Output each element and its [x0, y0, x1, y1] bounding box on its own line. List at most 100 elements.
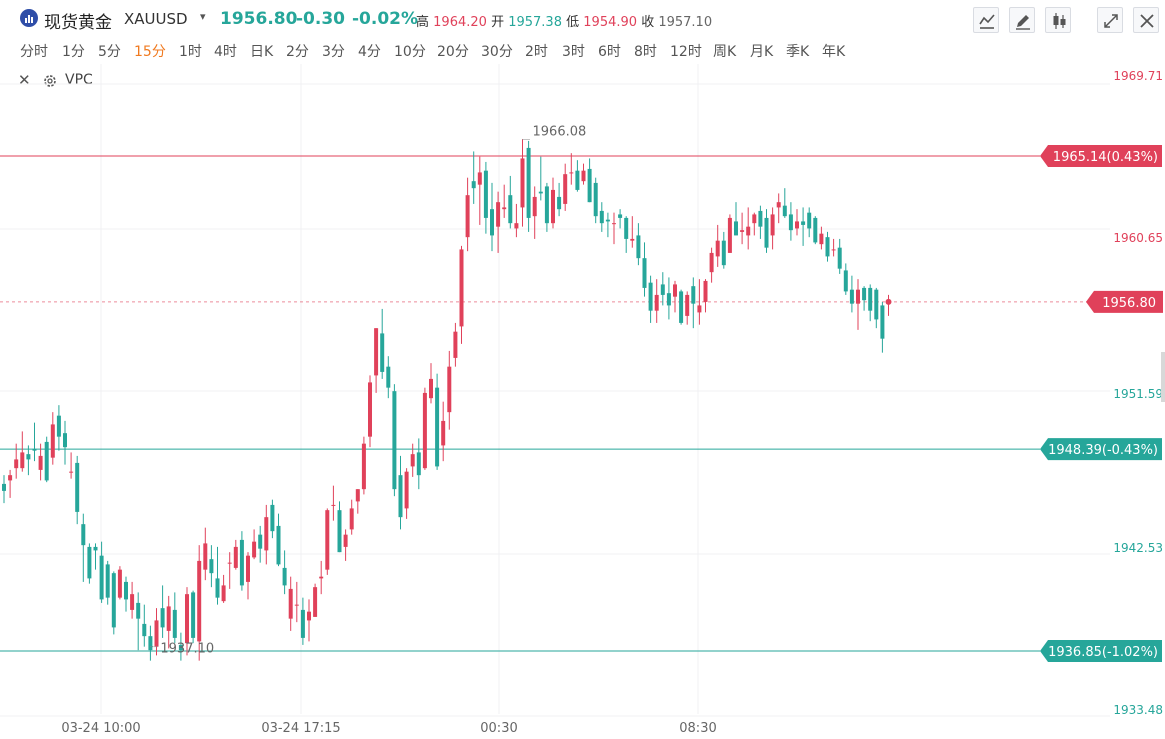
- candle-body[interactable]: [532, 196, 537, 217]
- price-chart[interactable]: 1969.71 1960.65 1951.59 1942.53 1933.48 03-24…: [0, 64, 1165, 739]
- period-tab-6[interactable]: 日K: [250, 44, 274, 60]
- candle-body[interactable]: [87, 546, 92, 579]
- candle-body[interactable]: [8, 475, 13, 481]
- candle-body[interactable]: [32, 448, 37, 451]
- period-tab-7[interactable]: 2分: [286, 44, 309, 60]
- candle-body[interactable]: [514, 223, 519, 229]
- candle-body[interactable]: [44, 441, 49, 481]
- draw-tool-button[interactable]: [1009, 7, 1035, 33]
- candle-body[interactable]: [368, 382, 372, 437]
- candle-body[interactable]: [807, 212, 812, 229]
- candle-body[interactable]: [563, 174, 568, 204]
- candle-body[interactable]: [331, 504, 336, 506]
- candle-body[interactable]: [679, 291, 684, 323]
- candle-body[interactable]: [435, 387, 440, 467]
- candle-body[interactable]: [142, 623, 147, 637]
- candle-body[interactable]: [252, 541, 257, 558]
- period-tab-5[interactable]: 4时: [214, 44, 237, 60]
- candle-body[interactable]: [313, 587, 318, 617]
- candle-body[interactable]: [605, 219, 610, 222]
- candle-body[interactable]: [520, 158, 525, 208]
- candle-body[interactable]: [721, 240, 726, 266]
- candle-body[interactable]: [746, 226, 751, 236]
- period-tab-2[interactable]: 5分: [98, 44, 121, 60]
- candle-body[interactable]: [422, 392, 427, 469]
- candle-body[interactable]: [50, 424, 55, 458]
- candle-body[interactable]: [288, 588, 293, 619]
- candle-body[interactable]: [69, 471, 74, 473]
- candle-body[interactable]: [130, 594, 135, 610]
- candle-body[interactable]: [416, 452, 421, 476]
- candle-body[interactable]: [349, 508, 354, 530]
- fullscreen-button[interactable]: [1097, 7, 1123, 33]
- candle-body[interactable]: [581, 170, 586, 182]
- period-tab-17[interactable]: 12时: [670, 44, 702, 60]
- candle-body[interactable]: [105, 564, 110, 598]
- period-tab-1[interactable]: 1分: [62, 44, 85, 60]
- candle-body[interactable]: [459, 249, 464, 327]
- period-tab-13[interactable]: 2时: [525, 44, 548, 60]
- candle-body[interactable]: [642, 258, 647, 288]
- candle-body[interactable]: [496, 202, 501, 227]
- candle-body[interactable]: [2, 483, 6, 491]
- candle-body[interactable]: [294, 604, 299, 606]
- candle-body[interactable]: [185, 594, 189, 644]
- candle-body[interactable]: [819, 233, 824, 245]
- candle-body[interactable]: [593, 182, 598, 217]
- candle-body[interactable]: [813, 217, 818, 243]
- candle-body[interactable]: [612, 223, 616, 225]
- candle-body[interactable]: [856, 289, 860, 304]
- period-tab-11[interactable]: 20分: [437, 44, 469, 60]
- candle-body[interactable]: [38, 455, 43, 470]
- candle-body[interactable]: [734, 221, 738, 236]
- candle-body[interactable]: [782, 205, 787, 217]
- candle-body[interactable]: [849, 289, 854, 304]
- candle-body[interactable]: [740, 230, 745, 232]
- candle-body[interactable]: [648, 282, 653, 311]
- candle-body[interactable]: [380, 333, 385, 372]
- line-chart-button[interactable]: [973, 7, 999, 33]
- candle-body[interactable]: [551, 189, 555, 224]
- period-tab-21[interactable]: 年K: [822, 44, 846, 60]
- candle-body[interactable]: [697, 305, 702, 313]
- candle-body[interactable]: [770, 214, 775, 236]
- candle-body[interactable]: [264, 517, 269, 551]
- candle-body[interactable]: [166, 606, 171, 631]
- period-tab-20[interactable]: 季K: [786, 44, 810, 60]
- candle-body[interactable]: [56, 415, 61, 437]
- candle-body[interactable]: [508, 195, 513, 224]
- candle-body[interactable]: [300, 609, 305, 638]
- candle-body[interactable]: [20, 452, 25, 469]
- candle-body[interactable]: [270, 504, 275, 532]
- indicator-settings-icon[interactable]: [42, 73, 58, 89]
- candle-body[interactable]: [752, 214, 757, 224]
- candle-body[interactable]: [557, 196, 562, 210]
- candle-body[interactable]: [160, 608, 165, 628]
- period-tab-3[interactable]: 15分: [134, 44, 166, 60]
- candle-body[interactable]: [654, 294, 659, 311]
- candle-body[interactable]: [868, 287, 873, 311]
- candle-body[interactable]: [93, 546, 98, 551]
- candle-body[interactable]: [337, 510, 342, 553]
- candle-body[interactable]: [825, 237, 830, 257]
- candle-body[interactable]: [502, 207, 507, 210]
- candle-body[interactable]: [410, 454, 415, 467]
- candle-body[interactable]: [343, 534, 348, 547]
- instrument-symbol[interactable]: XAUUSD: [124, 10, 188, 28]
- candle-body[interactable]: [361, 443, 366, 490]
- candle-body[interactable]: [715, 240, 720, 257]
- candle-body[interactable]: [172, 609, 177, 638]
- candle-body[interactable]: [483, 170, 488, 218]
- period-tab-8[interactable]: 3分: [322, 44, 345, 60]
- candle-body[interactable]: [209, 559, 214, 574]
- candle-body[interactable]: [666, 293, 671, 306]
- candle-body[interactable]: [386, 366, 391, 388]
- close-chart-button[interactable]: [1133, 7, 1159, 33]
- candle-body[interactable]: [429, 378, 433, 399]
- period-tab-18[interactable]: 周K: [713, 44, 737, 60]
- candle-body[interactable]: [63, 433, 67, 448]
- candle-body[interactable]: [795, 221, 799, 229]
- candle-style-button[interactable]: [1045, 7, 1071, 33]
- period-tab-15[interactable]: 6时: [598, 44, 621, 60]
- candle-body[interactable]: [136, 602, 141, 619]
